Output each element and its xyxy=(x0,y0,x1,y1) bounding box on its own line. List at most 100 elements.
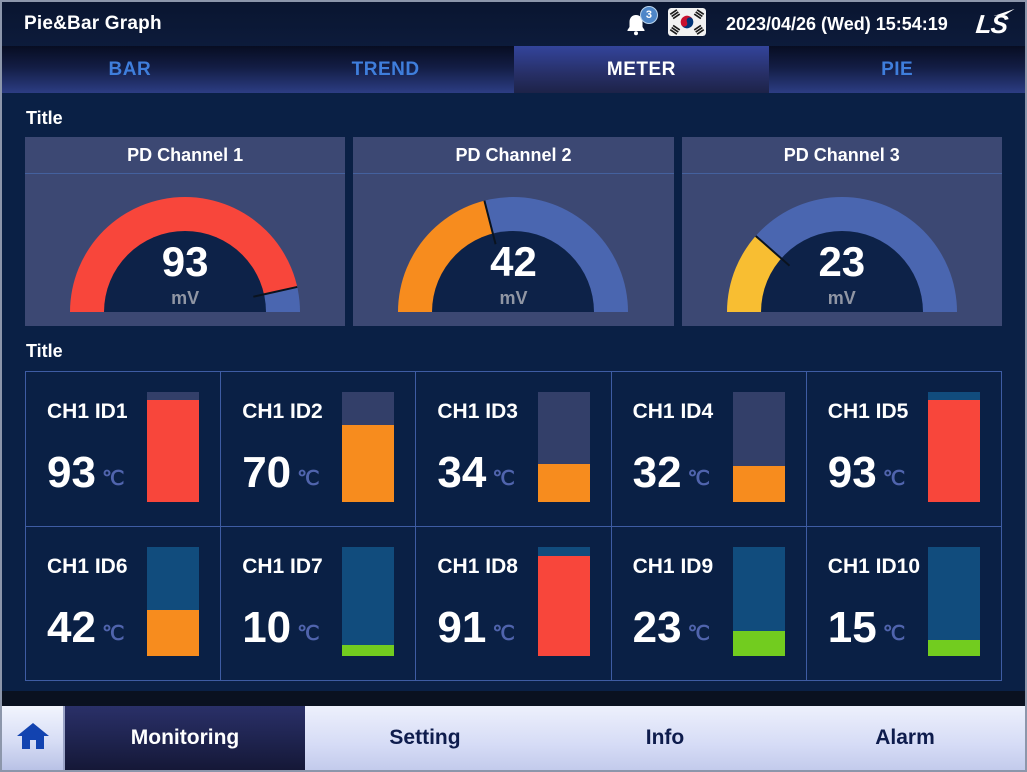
bar-track xyxy=(147,392,200,502)
bar-fill xyxy=(927,639,980,656)
tab-label: BAR xyxy=(108,58,152,80)
nav-item-label: Monitoring xyxy=(130,726,240,749)
bar-cell-number: 10 xyxy=(242,602,292,652)
bar-cell-unit: ℃ xyxy=(101,468,125,490)
tab-meter[interactable]: METER xyxy=(513,46,770,93)
gauge: 93 mV xyxy=(70,197,301,312)
bar-track xyxy=(342,392,395,502)
korea-flag-icon[interactable] xyxy=(667,7,706,41)
datetime-display: 2023/04/26 (Wed) 15:54:19 xyxy=(725,13,948,34)
bar-cell-label: CH1 ID9 xyxy=(632,554,714,578)
tab-bar: BAR TREND METER PIE xyxy=(2,46,1025,93)
bar-cell: CH1 ID5 93 ℃ xyxy=(806,372,1001,526)
bar-track xyxy=(537,392,590,502)
bottom-nav-items: Monitoring Setting Info Alarm xyxy=(65,706,1025,770)
nav-info[interactable]: Info xyxy=(545,706,785,770)
page-title: Pie&Bar Graph xyxy=(24,13,162,34)
gauge-value: 42 xyxy=(490,238,537,285)
bar-cell-number: 32 xyxy=(632,448,682,497)
bar-cell-value: 32 ℃ xyxy=(633,448,710,498)
meter-panel: PD Channel 1 93 mV xyxy=(25,137,346,326)
bar-cell-number: 15 xyxy=(827,602,877,652)
bar-cell-label: CH1 ID8 xyxy=(437,554,518,578)
bar-cell-value: 70 ℃ xyxy=(242,448,319,498)
bar-track xyxy=(927,392,980,502)
bar-fill xyxy=(732,466,785,502)
tab-label: TREND xyxy=(351,58,420,80)
bar-track xyxy=(927,546,980,656)
nav-setting[interactable]: Setting xyxy=(305,706,545,770)
bar-cell: CH1 ID3 34 ℃ xyxy=(416,372,611,526)
bar-track xyxy=(732,546,785,656)
bottom-nav: Monitoring Setting Info Alarm xyxy=(2,706,1025,770)
tab-trend[interactable]: TREND xyxy=(258,46,514,93)
bar-cell-unit: ℃ xyxy=(492,622,515,645)
bar-cell-unit: ℃ xyxy=(297,622,320,645)
bar-cell-label: CH1 ID3 xyxy=(437,400,518,423)
home-icon xyxy=(16,721,50,756)
gauge-unit: mV xyxy=(171,288,200,308)
bar-cell-number: 23 xyxy=(632,602,682,652)
bar-track xyxy=(147,546,200,656)
bar-cell-label: CH1 ID2 xyxy=(242,400,323,423)
bar-track xyxy=(342,546,395,656)
nav-item-label: Alarm xyxy=(875,726,935,749)
bar-cell: CH1 ID10 15 ℃ xyxy=(806,526,1001,680)
bar-cell-number: 42 xyxy=(47,602,96,652)
main-content: Title PD Channel 1 93 mV PD Channel 2 42… xyxy=(2,93,1025,691)
pre-nav-strip xyxy=(2,691,1025,706)
nav-alarm[interactable]: Alarm xyxy=(785,706,1025,770)
bar-cell-value: 10 ℃ xyxy=(242,603,319,653)
tab-bar[interactable]: BAR xyxy=(2,46,258,93)
gauge-unit: mV xyxy=(827,288,856,308)
bar-cell-value: 15 ℃ xyxy=(828,603,905,653)
gauge-value: 23 xyxy=(818,238,866,285)
ls-logo: LS xyxy=(974,9,1007,40)
bar-cell-value: 23 ℃ xyxy=(633,603,710,653)
bar-fill xyxy=(342,424,395,502)
bar-cell-label: CH1 ID6 xyxy=(47,554,128,578)
bar-cell-value: 34 ℃ xyxy=(437,448,514,498)
meter-panel: PD Channel 3 23 mV xyxy=(681,137,1002,326)
bar-cell: CH1 ID7 10 ℃ xyxy=(221,526,416,680)
bar-cell-label: CH1 ID10 xyxy=(827,554,920,578)
bar-cell-unit: ℃ xyxy=(882,468,906,490)
bar-grid: CH1 ID1 93 ℃ CH1 ID2 70 ℃ CH1 ID3 34 ℃ CH1 … xyxy=(25,371,1002,681)
gauge-unit: mV xyxy=(499,288,528,308)
bar-cell-unit: ℃ xyxy=(687,622,711,645)
bar-track xyxy=(732,392,785,502)
gauge: 23 mV xyxy=(726,197,957,312)
bar-cell-number: 91 xyxy=(437,602,487,652)
nav-item-label: Info xyxy=(645,726,685,749)
home-button[interactable] xyxy=(2,706,65,770)
meter-panel: PD Channel 2 42 mV xyxy=(353,137,674,326)
nav-monitoring[interactable]: Monitoring xyxy=(65,706,305,770)
bar-cell: CH1 ID2 70 ℃ xyxy=(221,372,416,526)
bar-cell-number: 93 xyxy=(827,448,877,497)
meter-title: PD Channel 3 xyxy=(681,137,1002,174)
top-bar: Pie&Bar Graph 3 xyxy=(2,2,1025,46)
bar-cell: CH1 ID4 32 ℃ xyxy=(611,372,806,526)
meter-title: PD Channel 1 xyxy=(25,137,346,174)
bar-fill xyxy=(537,464,590,502)
bar-cell-value: 42 ℃ xyxy=(47,603,124,653)
meter-title: PD Channel 2 xyxy=(353,137,674,174)
notification-badge: 3 xyxy=(639,6,658,24)
bar-cell-label: CH1 ID5 xyxy=(827,400,909,423)
bar-fill xyxy=(927,399,980,502)
bar-cell-unit: ℃ xyxy=(101,622,125,645)
bar-fill xyxy=(147,399,200,502)
tab-pie[interactable]: PIE xyxy=(769,46,1025,93)
gauge: 42 mV xyxy=(398,197,629,312)
bar-track xyxy=(537,546,590,656)
bar-fill xyxy=(147,610,200,656)
bar-cell-unit: ℃ xyxy=(882,622,906,645)
bar-fill xyxy=(732,630,785,656)
bar-cell: CH1 ID1 93 ℃ xyxy=(26,372,221,526)
meter-row: PD Channel 1 93 mV PD Channel 2 42 mV PD… xyxy=(25,137,1002,326)
bar-cell-unit: ℃ xyxy=(492,468,515,490)
bar-cell-value: 93 ℃ xyxy=(828,448,905,498)
bar-fill xyxy=(342,645,395,656)
notification-bell[interactable]: 3 xyxy=(624,6,658,39)
